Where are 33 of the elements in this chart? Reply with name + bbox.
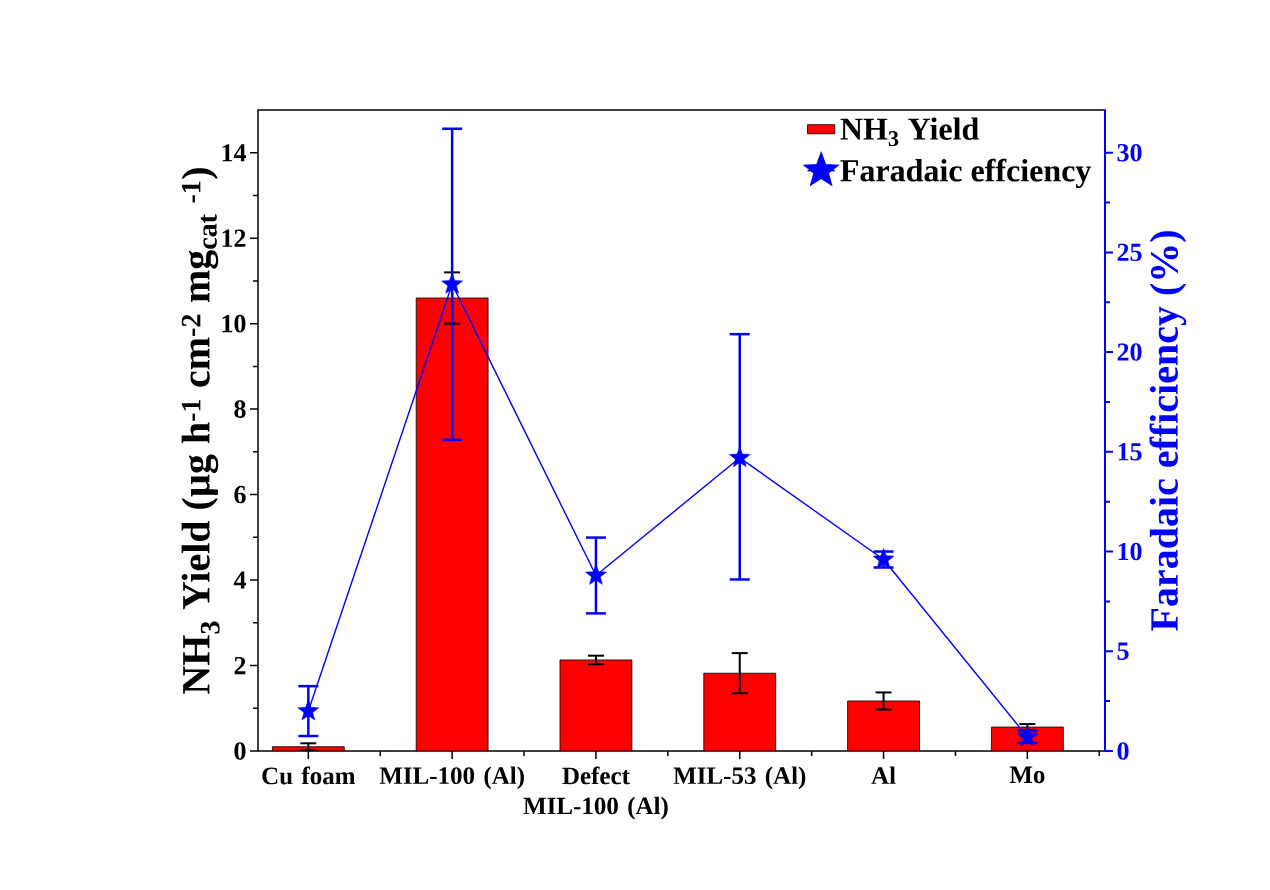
bar [847,700,920,751]
x-tick-label: MIL-100 (Al) [379,766,524,790]
point [441,273,463,294]
x-tick-label: Cu foam [262,766,356,785]
y2-tick-label: 20 [1117,343,1142,361]
bar [559,659,633,751]
legend-label: Faradaic effciency [840,158,1092,189]
point [729,446,751,467]
y2-tick-label: 30 [1117,143,1142,162]
point [297,699,320,721]
x-tick-label: Mo [1009,766,1045,784]
y2-tick-label: 10 [1118,542,1142,561]
y2-tick-label: 25 [1117,243,1142,262]
y-tick-label: 6 [234,485,246,504]
x-tick-label: Defect MIL-100 (Al) [523,766,668,820]
bar [415,297,489,751]
x-tick-label: Al [871,766,896,784]
y2-tick-label: 0 [1117,742,1129,760]
bar [703,672,777,751]
x-tick-label: MIL-53 (Al) [673,766,806,790]
y-tick-label: 4 [233,571,246,589]
point [585,564,607,585]
y-tick-label: 14 [222,144,246,162]
y2-axis-title: Faradaic efficiency (%) [1149,231,1187,631]
y-tick-label: 8 [234,400,246,418]
y-tick-label: 2 [234,656,246,675]
legend-label: NH$_{3}$ Yield [840,117,979,147]
text: NH$_{3}$ Yield (µg h$^{-1}$ cm$^{-2}$ mg$_{cat}$ $^{-1}$) [181,168,220,694]
y2-tick-label: 15 [1118,443,1142,461]
y-tick-label: 12 [222,229,246,247]
y-tick-label: 0 [234,742,246,760]
y2-tick-label: 5 [1117,642,1129,660]
y-tick-label: 10 [222,314,246,333]
